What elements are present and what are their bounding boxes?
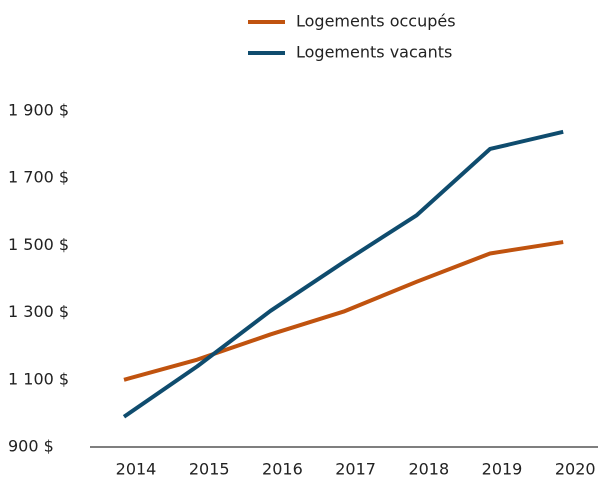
y-tick-label: 1 700 $ — [8, 168, 69, 187]
y-tick-label: 1 900 $ — [8, 101, 69, 120]
y-tick-label: 900 $ — [8, 437, 54, 456]
x-tick-label: 2015 — [189, 460, 230, 479]
x-tick-label: 2014 — [116, 460, 157, 479]
x-tick-label: 2017 — [335, 460, 376, 479]
series-line — [123, 240, 564, 382]
x-tick-label: 2016 — [262, 460, 303, 479]
series-line — [122, 129, 564, 419]
y-tick-label: 1 100 $ — [8, 369, 69, 388]
x-tick-label: 2018 — [408, 460, 449, 479]
legend-label: Logements occupés — [296, 12, 456, 31]
x-tick-label: 2019 — [482, 460, 523, 479]
legend-label: Logements vacants — [296, 43, 452, 62]
y-tick-label: 1 300 $ — [8, 302, 69, 321]
y-tick-label: 1 500 $ — [8, 235, 69, 254]
x-tick-label: 2020 — [555, 460, 596, 479]
